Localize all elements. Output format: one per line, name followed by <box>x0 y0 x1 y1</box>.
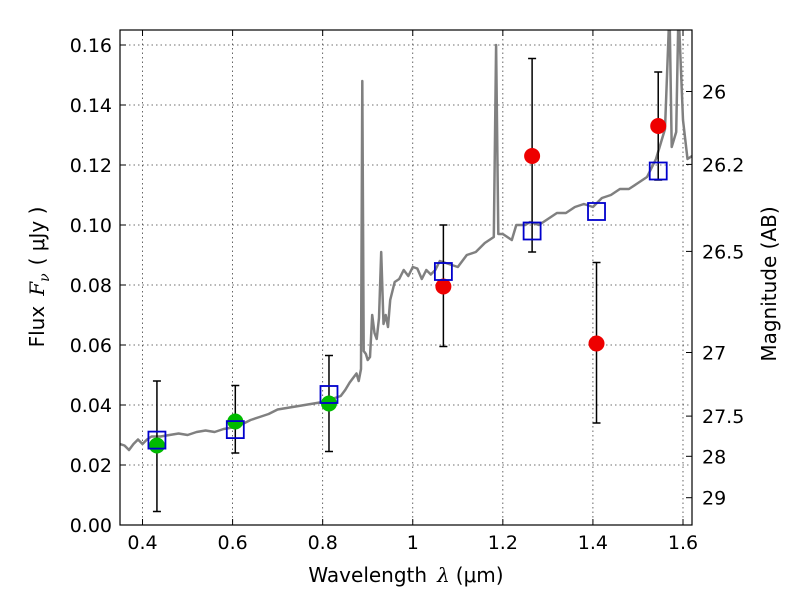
secondary-y-axis-label: Magnitude (AB) <box>757 206 781 361</box>
model-bandpass-square <box>587 202 606 221</box>
model-bandpass-square <box>147 430 167 450</box>
y-tick-label: 0.14 <box>70 95 112 117</box>
y2-tick-label: 28 <box>702 446 726 468</box>
red-data-point <box>588 335 605 352</box>
y-tick-label: 0.10 <box>70 215 112 237</box>
axis-ticks: 0.4 0.6 0.8 1 1.2 1.4 1.6 0.00 0.02 0.04 0.06 0.08 0… <box>70 30 744 554</box>
x-tick-label: 1.6 <box>668 532 698 554</box>
model-bandpass-square <box>522 221 542 241</box>
model-point-layer <box>147 161 668 450</box>
x-tick-label: 0.8 <box>308 532 338 554</box>
x-tick-label: 1.4 <box>578 532 608 554</box>
y-tick-label: 0.00 <box>70 515 112 537</box>
x-tick-label: 1.2 <box>488 532 518 554</box>
y-axis-label: FluxFν( μJy ) <box>25 207 53 348</box>
y-tick-label: 0.08 <box>70 275 112 297</box>
y2-tick-label: 27 <box>702 343 726 365</box>
y2-tick-label: 26.5 <box>702 241 744 263</box>
spectrum-layer <box>120 30 692 452</box>
data-point-layer <box>148 118 667 454</box>
plot-frame <box>119 29 693 526</box>
model-bandpass-square <box>433 262 453 281</box>
x-tick-label: 0.6 <box>217 532 247 554</box>
x-tick-label: 1 <box>407 532 419 554</box>
grid-lines <box>120 30 692 526</box>
model-bandpass-square <box>319 385 339 404</box>
model-spectrum-line <box>120 30 692 452</box>
y2-tick-label: 27.5 <box>702 406 744 428</box>
x-tick-label: 0.4 <box>127 532 157 554</box>
red-data-point <box>650 118 667 134</box>
y2-tick-label: 26.2 <box>702 154 744 176</box>
y-tick-label: 0.02 <box>70 455 112 477</box>
red-data-point <box>435 278 452 295</box>
x-axis-label: Wavelength λ (μm) <box>308 563 503 587</box>
y-tick-label: 0.06 <box>70 335 112 357</box>
y-tick-label: 0.12 <box>70 155 112 177</box>
y2-tick-label: 26 <box>702 82 726 104</box>
model-bandpass-square <box>225 420 245 440</box>
y-tick-label: 0.16 <box>70 35 112 57</box>
y2-tick-label: 29 <box>702 488 726 510</box>
red-data-point <box>524 148 541 164</box>
y-tick-label: 0.04 <box>70 395 112 417</box>
green-data-point <box>148 437 165 454</box>
model-bandpass-square <box>648 161 668 181</box>
